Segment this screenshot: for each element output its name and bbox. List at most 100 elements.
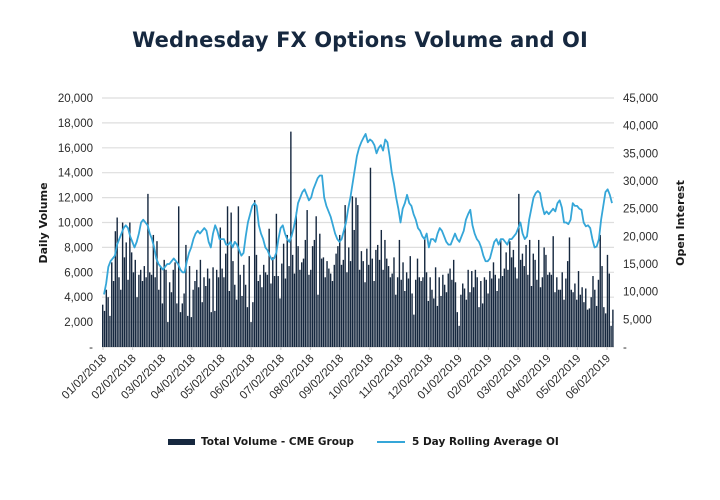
volume-bar — [371, 258, 373, 347]
volume-bar — [538, 239, 540, 347]
volume-bar — [107, 297, 109, 347]
volume-bar — [145, 277, 147, 347]
y2-tick-label: 5,000 — [623, 314, 652, 326]
volume-bar — [387, 266, 390, 347]
volume-bar — [172, 269, 174, 347]
volume-bar — [130, 252, 133, 347]
volume-bar — [454, 282, 457, 347]
volume-bar — [252, 302, 254, 347]
volume-bar — [261, 287, 263, 347]
volume-bar — [405, 272, 408, 347]
volume-bar — [509, 241, 511, 347]
legend-item-oi: 5 Day Rolling Average OI — [377, 436, 559, 448]
volume-bar — [594, 289, 596, 347]
volume-bar — [568, 237, 571, 347]
volume-bar — [111, 262, 113, 347]
volume-bar — [360, 251, 363, 347]
y2-tick-label: 20,000 — [623, 231, 658, 243]
volume-bar — [380, 229, 383, 347]
volume-bar — [255, 254, 258, 347]
volume-bar — [291, 254, 294, 347]
right-axis-title: Open Interest — [674, 180, 687, 266]
volume-bar — [396, 277, 399, 347]
volume-bar — [570, 289, 572, 347]
volume-bar — [190, 317, 193, 347]
volume-bar — [248, 256, 250, 347]
volume-bar — [322, 257, 325, 347]
volume-bar — [268, 228, 270, 347]
volume-bar — [277, 276, 279, 347]
volume-bar — [174, 262, 176, 347]
y-tick-label: 4,000 — [64, 292, 93, 304]
left-axis-title: Daily Volume — [37, 182, 50, 263]
volume-bar — [485, 279, 487, 347]
volume-bar — [199, 259, 202, 347]
volume-bar — [301, 262, 303, 347]
volume-bar — [501, 276, 504, 347]
volume-bar — [257, 281, 259, 347]
volume-bar — [228, 290, 231, 347]
volume-bar — [118, 277, 120, 347]
volume-bar — [377, 244, 379, 347]
volume-bar — [203, 277, 205, 347]
volume-bar — [311, 246, 314, 347]
volume-bar — [543, 247, 545, 347]
volume-bar — [498, 278, 500, 347]
volume-bar — [275, 213, 278, 347]
volume-bar — [103, 310, 106, 347]
volume-bar — [187, 315, 189, 348]
volume-bar — [357, 205, 359, 347]
volume-bar — [429, 277, 431, 347]
volume-bar — [467, 269, 469, 347]
volume-bar — [472, 287, 475, 347]
y2-tick-label: 35,000 — [623, 148, 658, 160]
volume-bar — [302, 258, 305, 347]
volume-bar — [456, 312, 459, 347]
legend-line-swatch — [377, 441, 405, 443]
volume-bar — [599, 234, 601, 347]
volume-bar — [414, 279, 417, 347]
volume-bar — [597, 279, 600, 347]
volume-bar — [147, 193, 149, 347]
volume-bar — [355, 197, 357, 347]
volume-bar — [445, 292, 448, 347]
volume-bar — [604, 313, 607, 347]
volume-bar — [206, 268, 209, 347]
volume-bar — [608, 273, 610, 347]
y-tick-label: 6,000 — [64, 267, 93, 279]
volume-bar — [241, 295, 243, 347]
volume-bar — [536, 279, 538, 347]
volume-bar — [120, 289, 122, 347]
volume-bar — [586, 309, 589, 347]
volume-bar — [559, 289, 562, 347]
volume-bar — [547, 274, 549, 347]
volume-bar — [463, 288, 466, 347]
y2-tick-label: 10,000 — [623, 287, 658, 299]
volume-bar — [552, 236, 554, 347]
volume-bar — [528, 239, 531, 347]
volume-bar — [413, 314, 415, 347]
volume-bar — [158, 289, 160, 347]
oi-line-group — [103, 133, 613, 295]
volume-bar — [595, 305, 598, 347]
volume-bar — [335, 253, 337, 348]
volume-bar — [577, 271, 580, 347]
volume-bar — [462, 283, 464, 347]
volume-bar — [402, 262, 404, 347]
volume-bar — [170, 292, 173, 347]
volume-bar — [308, 274, 310, 347]
volume-bar — [129, 222, 131, 347]
volume-bar — [284, 278, 287, 347]
volume-bar — [398, 239, 401, 347]
legend-item-volume: Total Volume - CME Group — [168, 436, 354, 448]
legend-bar-swatch — [168, 439, 195, 445]
volume-bar — [188, 266, 191, 347]
volume-bar — [219, 227, 222, 347]
volume-bar — [167, 322, 169, 347]
volume-bar — [514, 267, 516, 347]
volume-bar — [310, 269, 312, 347]
volume-bar — [512, 249, 515, 347]
volume-bar — [532, 253, 534, 348]
volume-bar — [123, 257, 126, 347]
volume-bar — [364, 282, 366, 347]
